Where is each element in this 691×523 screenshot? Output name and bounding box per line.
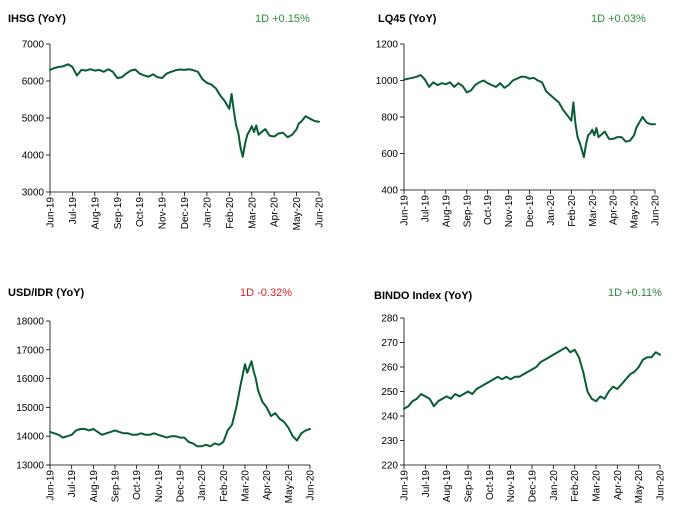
x-tick-label: Sep-19 — [462, 195, 473, 228]
x-tick-label: Dec-19 — [176, 470, 187, 503]
y-tick-label: 280 — [381, 314, 398, 325]
x-tick-label: Jan-20 — [549, 470, 560, 501]
x-tick-label: Apr-20 — [613, 470, 624, 500]
y-tick-label: 18000 — [16, 317, 44, 328]
x-tick-label: Jan-20 — [202, 197, 213, 228]
daily-change-label: 1D +0.03% — [591, 13, 646, 25]
y-tick-label: 6000 — [22, 77, 45, 88]
x-tick-label: Sep-19 — [464, 470, 475, 503]
x-tick-label: May-20 — [284, 470, 295, 504]
x-tick-label: Feb-20 — [567, 195, 578, 227]
x-tick-label: Jul-19 — [420, 195, 431, 223]
chart-ihsg-svg: IHSG (YoY) 1D +0.15% 3000 4000 5000 6000 7000 J… — [8, 13, 326, 231]
y-tick-label: 17000 — [16, 345, 44, 356]
x-tick-label: Feb-20 — [225, 197, 236, 229]
chart-usdidr-svg: USD/IDR (YoY) 1D -0.32% 13000 14000 15000 160… — [8, 287, 317, 504]
x-tick-label: Mar-20 — [247, 197, 258, 229]
x-tick-label: Jan-20 — [197, 470, 208, 501]
series-line — [49, 360, 311, 448]
x-tick-label: Mar-20 — [241, 470, 252, 502]
chart-ihsg: IHSG (YoY) 1D +0.15% 3000 4000 5000 6000 7000 J… — [0, 0, 345, 255]
x-tick-label: Jul-19 — [67, 470, 78, 498]
chart-title: LQ45 (YoY) — [378, 13, 437, 25]
y-tick-label: 1000 — [376, 76, 399, 87]
x-tick-label: Mar-20 — [588, 195, 599, 227]
y-tick-label: 14000 — [16, 432, 44, 443]
x-tick-label: Oct-19 — [135, 197, 146, 227]
y-tick-label: 260 — [381, 363, 398, 374]
x-tick-label: Sep-19 — [113, 197, 124, 230]
y-tick-label: 220 — [381, 461, 398, 472]
x-tick-label: Jun-19 — [400, 195, 411, 226]
x-tick-label: Jul-19 — [421, 470, 432, 498]
x-tick-label: Feb-20 — [570, 470, 581, 502]
daily-change-label: 1D -0.32% — [240, 287, 292, 299]
x-tick-label: Nov-19 — [504, 195, 515, 228]
x-tick-label: Jun-19 — [46, 197, 57, 228]
x-tick-label: May-20 — [634, 470, 645, 504]
x-tick-label: Oct-19 — [132, 470, 143, 500]
x-tick-label: May-20 — [630, 195, 641, 229]
y-tick-label: 5000 — [22, 114, 45, 125]
x-tick-label: Jun-20 — [315, 197, 326, 228]
y-tick-label: 270 — [381, 338, 398, 349]
y-tick-label: 400 — [381, 186, 398, 197]
y-tick-label: 230 — [381, 436, 398, 447]
y-tick-label: 250 — [381, 387, 398, 398]
x-tick-label: Dec-19 — [180, 197, 191, 230]
x-tick-label: Oct-19 — [483, 195, 494, 225]
y-tick-label: 240 — [381, 412, 398, 423]
x-tick-label: Aug-19 — [442, 470, 453, 503]
chart-usdidr: USD/IDR (YoY) 1D -0.32% 13000 14000 15000 160… — [0, 268, 345, 523]
chart-title: USD/IDR (YoY) — [8, 287, 85, 299]
y-tick-label: 16000 — [16, 374, 44, 385]
x-tick-label: Nov-19 — [506, 470, 517, 503]
x-tick-label: Jun-19 — [46, 470, 57, 501]
chart-lq45: LQ45 (YoY) 1D +0.03% 400 600 800 1000 1200 Jun-… — [346, 0, 691, 255]
x-tick-label: Jun-20 — [651, 195, 662, 226]
y-tick-label: 4000 — [22, 151, 45, 162]
x-tick-label: Jun-20 — [656, 470, 667, 501]
x-tick-label: Aug-19 — [90, 197, 101, 230]
x-tick-label: Apr-20 — [609, 195, 620, 225]
x-tick-label: Dec-19 — [525, 195, 536, 228]
x-tick-label: Feb-20 — [219, 470, 230, 502]
y-tick-label: 800 — [381, 113, 398, 124]
x-tick-label: Aug-19 — [441, 195, 452, 228]
series-line — [403, 346, 661, 410]
y-tick-label: 600 — [381, 149, 398, 160]
chart-title: BINDO Index (YoY) — [374, 290, 473, 302]
x-tick-label: Sep-19 — [111, 470, 122, 503]
x-tick-label: Aug-19 — [89, 470, 100, 503]
x-tick-label: Nov-19 — [158, 197, 169, 230]
x-tick-label: Oct-19 — [485, 470, 496, 500]
x-tick-label: Jun-19 — [400, 470, 411, 501]
x-tick-label: Apr-20 — [262, 470, 273, 500]
x-tick-label: Nov-19 — [154, 470, 165, 503]
daily-change-label: 1D +0.15% — [255, 13, 310, 25]
series-line — [403, 74, 656, 159]
chart-bindo: BINDO Index (YoY) 1D +0.11% 220 230 240 250 26… — [346, 268, 691, 523]
daily-change-label: 1D +0.11% — [608, 287, 662, 299]
series-line — [49, 63, 320, 158]
y-tick-label: 1200 — [376, 40, 399, 51]
x-tick-label: Dec-19 — [528, 470, 539, 503]
x-tick-label: Jun-20 — [306, 470, 317, 501]
chart-bindo-svg: BINDO Index (YoY) 1D +0.11% 220 230 240 250 26… — [374, 287, 667, 504]
x-tick-label: Jan-20 — [546, 195, 557, 226]
y-tick-label: 3000 — [22, 188, 45, 199]
chart-title: IHSG (YoY) — [8, 13, 66, 25]
chart-lq45-svg: LQ45 (YoY) 1D +0.03% 400 600 800 1000 1200 Jun-… — [376, 13, 662, 229]
y-tick-label: 13000 — [16, 461, 44, 472]
x-tick-label: Mar-20 — [592, 470, 603, 502]
y-tick-label: 15000 — [16, 403, 44, 414]
x-tick-label: Apr-20 — [270, 197, 281, 227]
x-tick-label: May-20 — [292, 197, 303, 231]
y-tick-label: 7000 — [22, 40, 45, 51]
x-tick-label: Jul-19 — [68, 197, 79, 225]
